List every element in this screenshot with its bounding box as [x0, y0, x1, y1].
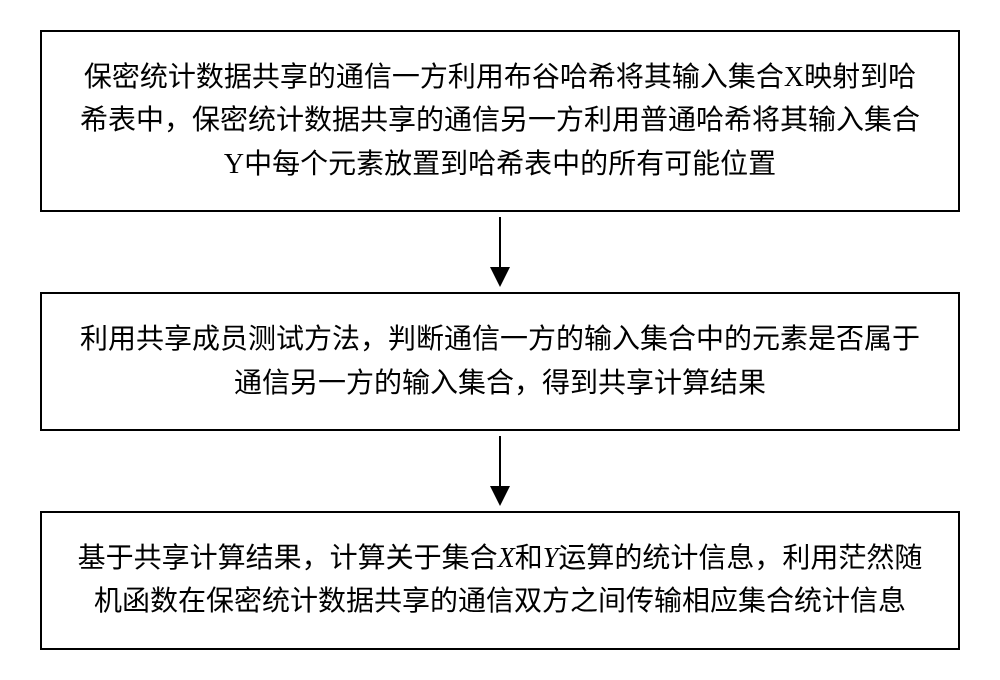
- step3-italic-y: Y: [543, 543, 559, 574]
- step3-pre: 基于共享计算结果，计算关于集合: [78, 543, 498, 574]
- step3-italic-x: X: [498, 543, 515, 574]
- flow-arrow-1: [485, 212, 515, 292]
- flow-arrow-2: [485, 431, 515, 511]
- flow-step-2: 利用共享成员测试方法，判断通信一方的输入集合中的元素是否属于通信另一方的输入集合…: [40, 292, 960, 431]
- flow-step-1: 保密统计数据共享的通信一方利用布谷哈希将其输入集合X映射到哈希表中，保密统计数据…: [40, 30, 960, 212]
- step3-mid: 和: [515, 543, 543, 574]
- step1-text: 保密统计数据共享的通信一方利用布谷哈希将其输入集合X映射到哈希表中，保密统计数据…: [80, 62, 920, 180]
- step2-text: 利用共享成员测试方法，判断通信一方的输入集合中的元素是否属于通信另一方的输入集合…: [80, 324, 920, 398]
- flow-step-3: 基于共享计算结果，计算关于集合X和Y运算的统计信息，利用茫然随机函数在保密统计数…: [40, 511, 960, 650]
